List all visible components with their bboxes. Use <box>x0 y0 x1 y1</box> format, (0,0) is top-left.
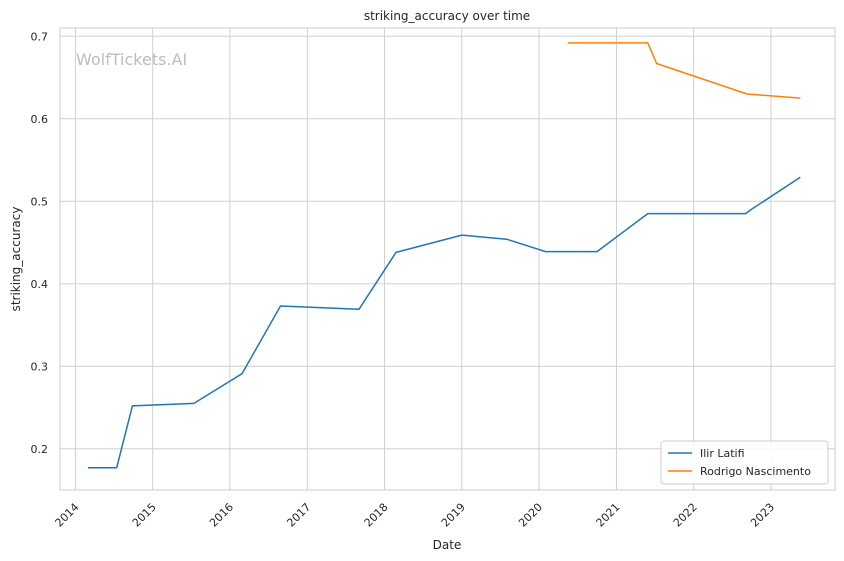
legend-label: Ilir Latifi <box>700 447 745 460</box>
y-tick-label: 0.3 <box>31 360 49 373</box>
x-tick-label: 2016 <box>207 501 236 530</box>
y-tick-label: 0.4 <box>31 278 49 291</box>
x-tick-label: 2023 <box>748 501 777 530</box>
x-tick-label: 2021 <box>594 501 623 530</box>
x-tick-label: 2014 <box>53 501 82 530</box>
y-tick-label: 0.2 <box>31 443 49 456</box>
y-tick-label: 0.7 <box>31 30 49 43</box>
x-tick-label: 2020 <box>516 501 545 530</box>
legend: Ilir Latifi Rodrigo Nascimento <box>660 440 829 485</box>
x-tick-label: 2015 <box>130 501 159 530</box>
y-tick-label: 0.5 <box>31 195 49 208</box>
x-tick-label: 2022 <box>671 501 700 530</box>
y-axis-title: striking_accuracy <box>9 207 23 312</box>
series-line-ilir-latifi <box>87 176 801 469</box>
x-tick-label: 2019 <box>439 501 468 530</box>
watermark: WolfTickets.AI <box>76 50 187 69</box>
x-tick-label: 2017 <box>284 501 313 530</box>
x-axis-title: Date <box>433 538 462 552</box>
y-tick-label: 0.6 <box>31 113 49 126</box>
series-line-rodrigo-nascimento <box>567 42 801 99</box>
x-axis: 2014 2015 2016 2017 2018 2019 2020 2021 2022 2023 <box>53 501 777 530</box>
legend-label: Rodrigo Nascimento <box>700 465 811 478</box>
y-axis: 0.2 0.3 0.4 0.5 0.6 0.7 <box>31 30 49 456</box>
legend-box <box>660 440 829 485</box>
plot-frame <box>59 27 836 491</box>
grid <box>60 28 835 490</box>
x-tick-label: 2018 <box>362 501 391 530</box>
chart-title: striking_accuracy over time <box>364 9 530 23</box>
series-layer <box>87 42 801 469</box>
